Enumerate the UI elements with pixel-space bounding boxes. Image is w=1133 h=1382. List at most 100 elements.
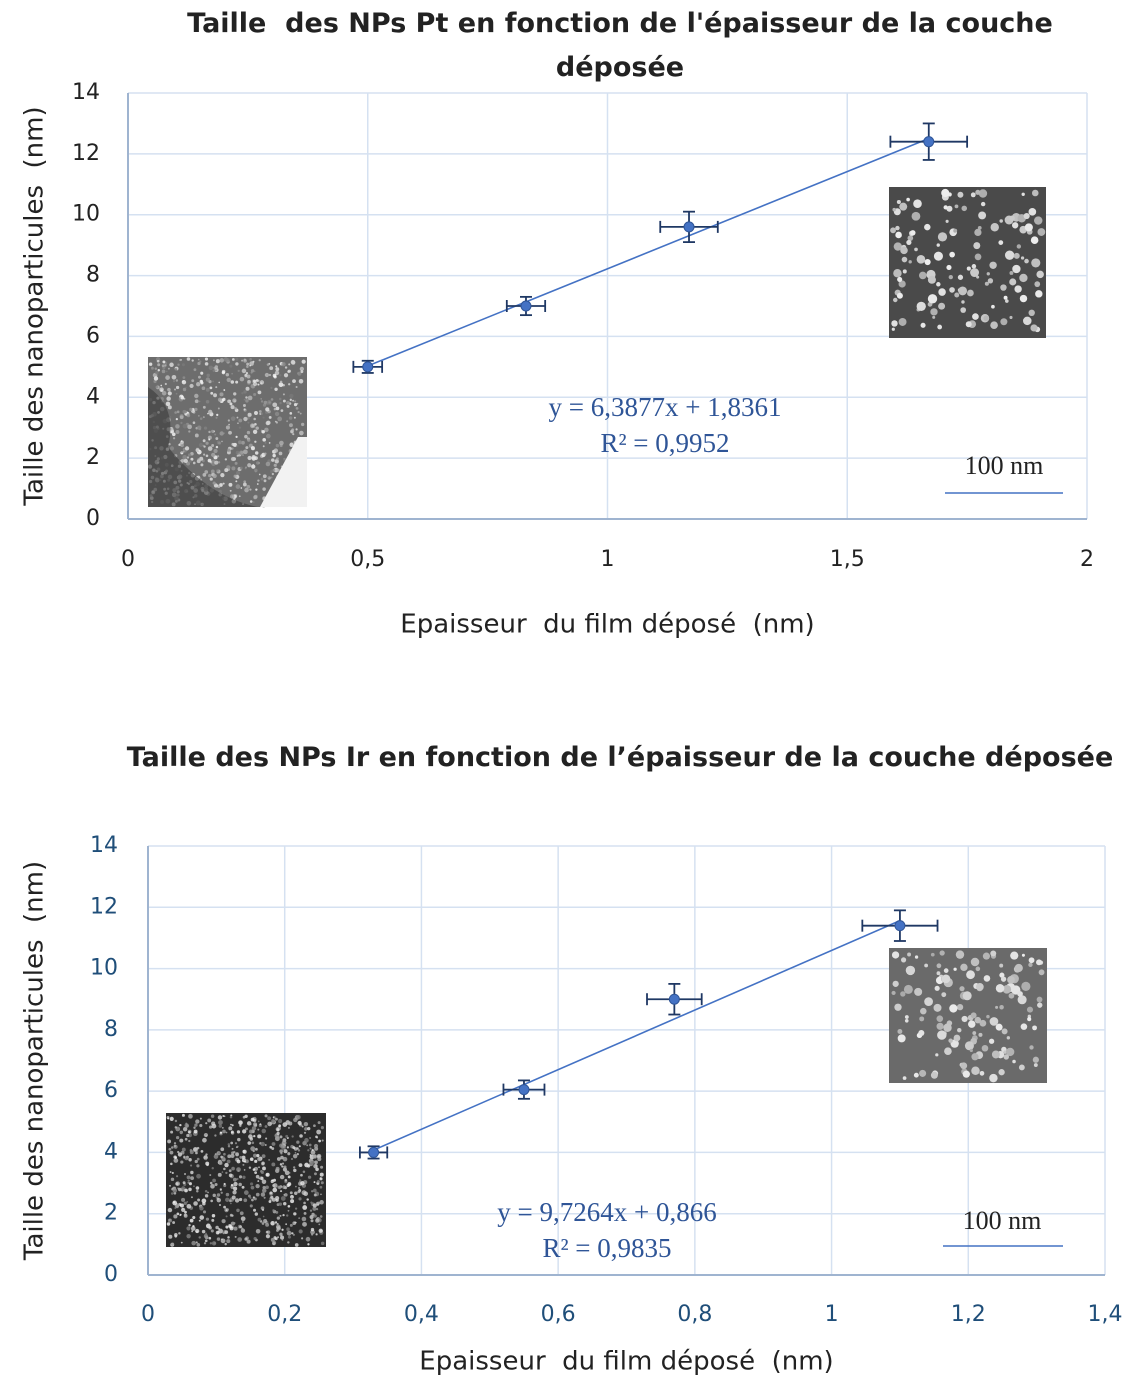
inset-speck [215,416,218,419]
inset-particle [956,1003,964,1011]
inset-speck [256,461,260,465]
inset-speck [242,1163,245,1166]
inset-speck [270,398,274,401]
inset-speck [187,1179,190,1182]
inset-particle [973,242,981,250]
inset-speck [289,423,293,428]
inset-particle [1032,1025,1037,1031]
inset-speck [168,1234,173,1239]
inset-speck [257,1120,260,1123]
inset-speck [235,357,239,361]
inset-particle [979,1070,985,1076]
inset-particle [906,239,912,246]
inset-speck [266,363,270,366]
inset-speck [243,1198,248,1203]
inset-speck [167,1207,173,1213]
inset-speck [279,1143,284,1148]
x-tick-label: 2 [1080,547,1094,572]
inset-speck [235,470,241,476]
inset-speck [211,429,214,433]
inset-speck [276,1131,280,1135]
inset-particle [971,1053,979,1061]
inset-speck [193,1201,198,1206]
inset-speck [199,1117,202,1120]
inset-speck [203,1234,208,1239]
inset-speck [189,383,194,389]
inset-speck [236,1130,241,1134]
inset-particle [980,201,986,207]
inset-speck [237,1137,241,1142]
inset-speck [261,1128,266,1134]
inset-particle [902,1076,907,1080]
inset-speck [286,1183,290,1188]
inset-speck [284,1170,290,1176]
inset-speck [303,1211,307,1215]
inset-speck [261,1208,265,1212]
inset-speck [199,360,202,363]
inset-particle [953,228,958,233]
inset-particle [1036,996,1043,1003]
inset-particle [989,261,997,269]
inset-speck [193,1126,196,1129]
inset-speck [200,463,204,467]
inset-speck [249,500,253,503]
inset-particle [941,992,947,998]
inset-speck [227,419,230,422]
inset-speck [299,430,304,436]
inset-speck [186,456,190,459]
inset-particle [988,1038,995,1044]
inset-speck [202,1137,207,1143]
inset-speck [260,400,264,403]
inset-speck [230,1183,234,1187]
inset-particle [990,950,997,957]
inset-particle [995,983,1005,993]
inset-speck [190,1196,193,1199]
inset-speck [284,366,288,369]
inset-speck [203,1155,208,1160]
inset-speck [282,1156,288,1162]
inset-speck [172,1200,178,1206]
inset-speck [235,480,238,483]
inset-particle [1034,281,1041,288]
inset-speck [241,368,247,374]
inset-speck [298,378,304,384]
inset-speck [250,1185,255,1190]
inset-speck [268,373,272,377]
inset-speck [279,1214,282,1217]
inset-particle [991,304,995,309]
inset-speck [316,1129,322,1135]
inset-speck [169,416,172,418]
inset-speck [231,447,234,450]
inset-speck [203,1133,208,1138]
inset-particle [907,235,914,241]
inset-speck [294,400,297,403]
y-axis-title: Taille des nanoparticules (nm) [20,861,50,1261]
inset-particle [943,968,949,973]
inset-speck [320,1193,322,1196]
inset-speck [230,1130,234,1134]
inset-speck [260,412,264,415]
inset-speck [228,423,230,426]
inset-speck [229,489,232,492]
inset-particle [936,963,942,969]
inset-particle [1034,216,1043,225]
inset-speck [212,369,216,372]
inset-speck [218,1161,223,1166]
inset-particle [978,211,987,220]
inset-speck [161,364,165,368]
inset-speck [306,1144,309,1147]
inset-speck [244,1114,248,1118]
inset-speck [257,379,260,382]
inset-particle [930,952,935,957]
inset-speck [198,415,200,417]
inset-speck [298,1217,301,1220]
inset-speck [248,1166,252,1169]
inset-speck [283,1149,288,1154]
inset-speck [225,1215,228,1218]
inset-particle [1028,208,1037,216]
inset-particle [1010,951,1019,960]
inset-speck [243,398,246,401]
inset-speck [169,427,173,431]
inset-particle [1013,252,1020,259]
inset-speck [191,379,195,383]
